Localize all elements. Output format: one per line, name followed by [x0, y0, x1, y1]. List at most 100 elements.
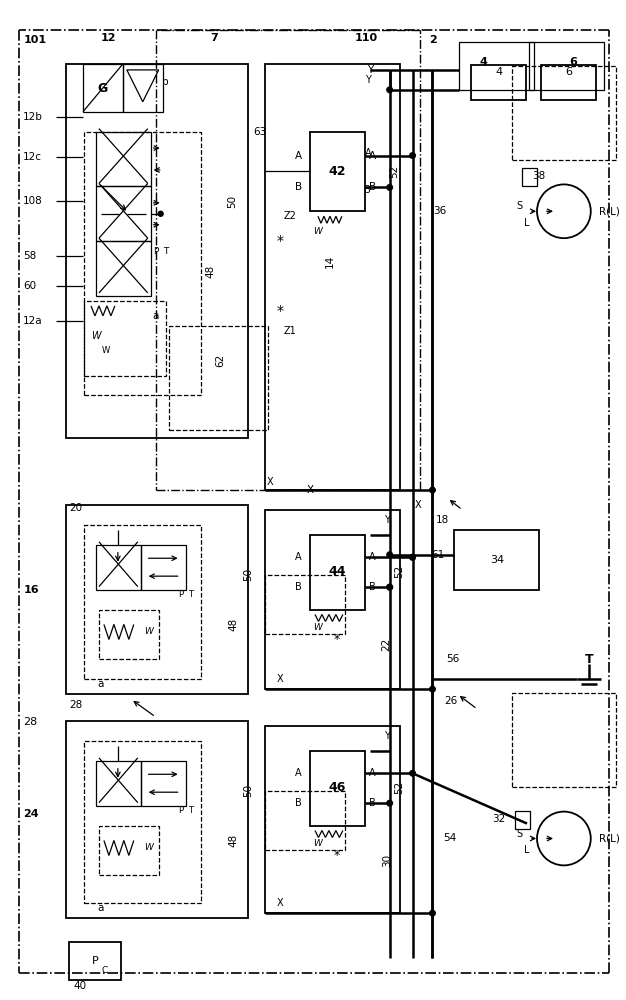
Text: 12c: 12c — [23, 152, 43, 162]
Text: B: B — [364, 185, 371, 195]
Text: 4: 4 — [496, 67, 503, 77]
Circle shape — [387, 87, 393, 93]
Bar — [310, 535, 365, 610]
Circle shape — [410, 554, 415, 560]
Text: B: B — [295, 798, 302, 808]
Text: 61: 61 — [431, 550, 444, 560]
Text: 14: 14 — [325, 254, 335, 268]
Text: P: P — [91, 956, 98, 966]
Text: P: P — [178, 806, 183, 815]
Text: B: B — [294, 182, 302, 192]
Text: A: A — [294, 151, 302, 161]
Circle shape — [387, 800, 393, 806]
Text: B: B — [369, 798, 376, 808]
Text: a: a — [153, 311, 159, 321]
Bar — [515, 811, 530, 829]
Text: 38: 38 — [532, 171, 546, 181]
Text: 16: 16 — [23, 585, 39, 595]
Bar — [310, 132, 365, 211]
Circle shape — [387, 552, 393, 558]
Text: *: * — [277, 234, 284, 248]
Bar — [512, 693, 615, 787]
Text: G: G — [98, 82, 108, 95]
Text: 60: 60 — [23, 281, 36, 291]
Circle shape — [410, 554, 415, 560]
Text: W: W — [91, 331, 101, 341]
Text: S: S — [516, 201, 522, 211]
Text: T: T — [188, 590, 193, 599]
Text: 26: 26 — [444, 696, 457, 706]
Text: 2: 2 — [429, 35, 437, 45]
Text: 50: 50 — [244, 568, 254, 581]
Text: 58: 58 — [23, 251, 36, 261]
Bar — [66, 64, 249, 438]
Bar — [66, 505, 249, 694]
Text: T: T — [188, 806, 193, 815]
Text: A: A — [295, 552, 301, 562]
Text: 52: 52 — [394, 781, 404, 794]
Text: W: W — [314, 623, 322, 632]
Bar — [83, 64, 123, 112]
Text: A: A — [295, 768, 301, 778]
Text: R(L): R(L) — [598, 833, 620, 843]
Text: 56: 56 — [446, 654, 459, 664]
Text: Y: Y — [365, 75, 371, 85]
Text: P: P — [178, 590, 183, 599]
Text: 12b: 12b — [23, 112, 43, 122]
Bar — [459, 42, 534, 90]
Text: *: * — [277, 304, 284, 318]
Text: 52: 52 — [394, 565, 404, 578]
Text: b: b — [162, 77, 169, 87]
Circle shape — [429, 487, 435, 493]
Bar — [471, 65, 526, 100]
Text: 40: 40 — [73, 981, 86, 991]
Bar — [96, 186, 151, 241]
Bar — [529, 42, 603, 90]
Text: 50: 50 — [227, 195, 237, 208]
Text: 46: 46 — [328, 781, 346, 794]
Text: P: P — [153, 247, 158, 256]
Text: A: A — [369, 151, 376, 161]
Text: W: W — [102, 346, 110, 355]
Bar — [141, 761, 185, 806]
Circle shape — [410, 153, 415, 158]
Text: X: X — [267, 477, 274, 487]
Text: W: W — [145, 843, 153, 852]
Text: X: X — [307, 485, 314, 495]
Text: 6: 6 — [569, 57, 577, 67]
Text: R(L): R(L) — [598, 206, 620, 216]
Text: 30: 30 — [382, 854, 392, 867]
Text: 108: 108 — [23, 196, 43, 206]
Text: 20: 20 — [69, 503, 82, 513]
Text: 32: 32 — [493, 814, 506, 824]
Text: X: X — [277, 674, 284, 684]
Text: 63: 63 — [254, 127, 267, 137]
Bar — [84, 525, 202, 679]
Text: W: W — [314, 227, 322, 236]
Text: a: a — [98, 903, 104, 913]
Bar — [265, 726, 399, 913]
Text: 4: 4 — [480, 57, 487, 67]
Bar — [69, 942, 121, 980]
Text: 12: 12 — [101, 33, 116, 43]
Text: 24: 24 — [23, 809, 39, 819]
Text: 28: 28 — [69, 700, 83, 710]
Text: Y: Y — [384, 731, 389, 741]
Text: B: B — [369, 582, 376, 592]
Text: S: S — [516, 829, 522, 839]
Bar — [265, 575, 345, 634]
Text: 34: 34 — [490, 555, 504, 565]
Text: A: A — [369, 768, 376, 778]
Bar — [96, 241, 151, 296]
Bar — [454, 530, 539, 590]
Bar — [84, 741, 202, 903]
Text: 12a: 12a — [23, 316, 43, 326]
Bar — [310, 751, 365, 826]
Text: 48: 48 — [205, 264, 215, 278]
Bar — [265, 510, 399, 689]
Text: *: * — [334, 849, 340, 862]
Bar — [123, 64, 163, 112]
Text: L: L — [525, 218, 530, 228]
Bar — [84, 301, 166, 376]
Text: X: X — [277, 898, 284, 908]
